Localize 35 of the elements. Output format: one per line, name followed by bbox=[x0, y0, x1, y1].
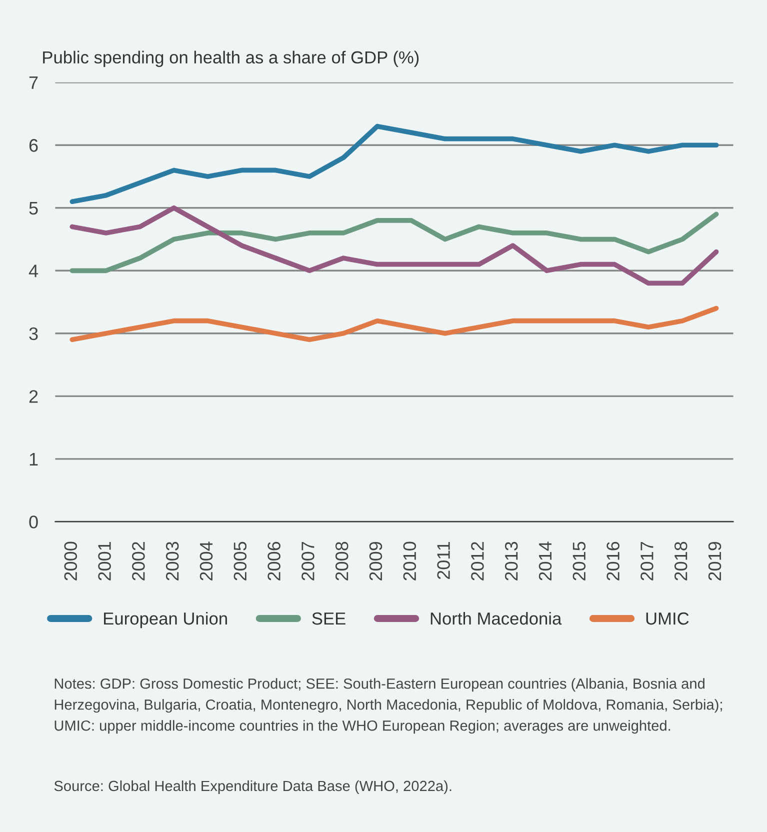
x-tick-label: 2018 bbox=[674, 542, 688, 580]
y-axis-title: Public spending on health as a share of GDP (%) bbox=[43, 50, 419, 67]
x-tick-label: 2016 bbox=[606, 542, 620, 580]
legend-label: SEE bbox=[312, 612, 346, 625]
y-tick-label: 2 bbox=[29, 390, 38, 403]
y-tick-label: 1 bbox=[30, 453, 38, 466]
x-tick-label: 2014 bbox=[538, 542, 552, 580]
y-tick-label: 3 bbox=[29, 327, 38, 340]
x-tick-label: 2004 bbox=[200, 542, 213, 580]
x-tick-label: 2007 bbox=[302, 542, 314, 580]
x-tick-label: 2006 bbox=[268, 542, 280, 580]
y-tick-label: 5 bbox=[29, 202, 38, 215]
x-tick-label: 2000 bbox=[64, 542, 78, 580]
x-tick-label: 2005 bbox=[234, 542, 247, 580]
legend-label: European Union bbox=[104, 612, 227, 628]
x-tick-label: 2019 bbox=[708, 542, 722, 580]
x-tick-label: 2011 bbox=[437, 542, 450, 580]
x-tick-label: 2009 bbox=[369, 542, 382, 580]
x-tick-label: 2001 bbox=[98, 542, 111, 580]
legend-label: North Macedonia bbox=[430, 612, 562, 625]
y-tick-label: 4 bbox=[28, 264, 38, 278]
x-tick-label: 2002 bbox=[132, 542, 145, 580]
legend-label: UMIC bbox=[646, 612, 689, 625]
x-tick-label: 2012 bbox=[471, 542, 484, 580]
x-tick-label: 2008 bbox=[335, 542, 348, 580]
y-tick-label: 7 bbox=[29, 76, 38, 89]
y-tick-label: 6 bbox=[29, 139, 38, 152]
source-note: Source: Global Health Expenditure Data Base (WHO, 2022a). bbox=[54, 780, 452, 794]
y-tick-label: 0 bbox=[29, 516, 38, 528]
x-tick-label: 2010 bbox=[403, 542, 416, 580]
x-tick-label: 2003 bbox=[166, 542, 179, 580]
x-tick-label: 2013 bbox=[504, 542, 518, 580]
x-tick-label: 2017 bbox=[640, 542, 654, 580]
text: Notes: GDP: Gross Domestic Product; SEE: South-Eastern European countries (Albania, Bosnia and Herzegovina, Bulgaria, Croatia, Montenegro, North Macedonia, Republic of Moldova, Romania, Serbia); UMIC: upper middle-income countries in the WHO European Region; averages are unweighted. bbox=[54, 678, 722, 734]
x-tick-label: 2015 bbox=[572, 542, 586, 580]
